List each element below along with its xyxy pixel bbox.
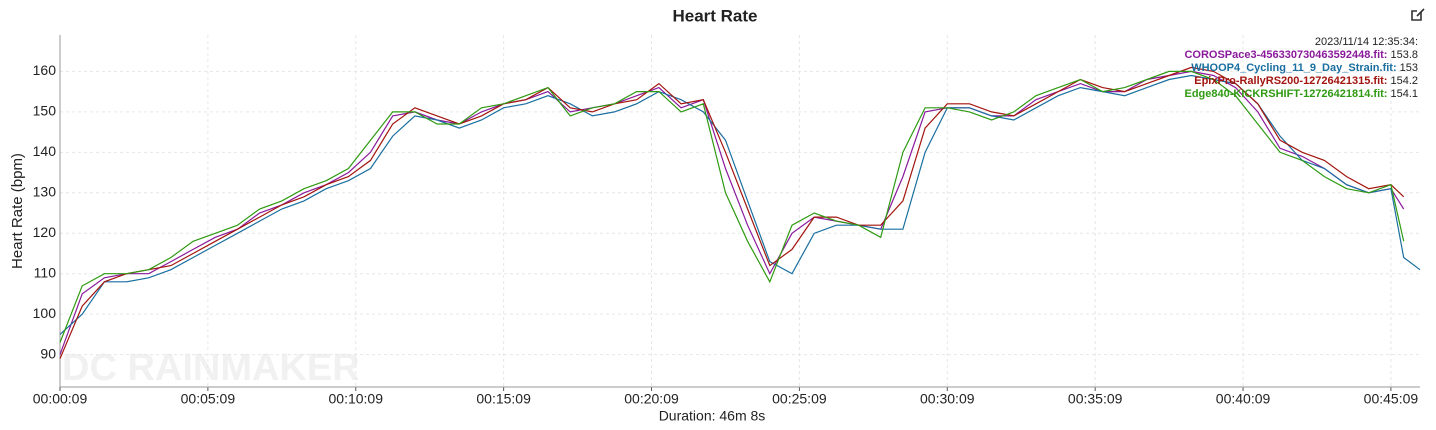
y-tick-label: 160 — [33, 62, 57, 78]
x-tick-label: 00:05:09 — [181, 391, 236, 407]
x-tick-label: 00:30:09 — [920, 391, 975, 407]
tooltip-entry: WHOOP4_Cycling_11_9_Day_Strain.fit: 153 — [1191, 62, 1418, 74]
legend-name: Edge840-KICKRSHIFT-12726421814.fit: — [1185, 88, 1388, 100]
chart-title: Heart Rate — [672, 6, 757, 25]
x-tick-label: 00:35:09 — [1068, 391, 1123, 407]
x-tick-label: 00:40:09 — [1216, 391, 1271, 407]
legend-name: EpixPro-RallyRS200-12726421315.fit: — [1194, 75, 1387, 87]
edit-icon-pen — [1416, 8, 1425, 17]
tooltip-value: 154.1 — [1390, 88, 1418, 100]
series-line — [59, 70, 1405, 355]
x-tick-label: 00:45:09 — [1364, 391, 1419, 407]
edit-icon[interactable] — [1411, 8, 1425, 21]
series-line — [59, 74, 1421, 335]
x-axis-label: Duration: 46m 8s — [659, 408, 766, 424]
x-tick-label: 00:20:09 — [624, 391, 679, 407]
y-axis-label: Heart Rate (bpm) — [9, 153, 26, 269]
y-tick-label: 100 — [33, 305, 57, 321]
tooltip-value: 153 — [1400, 62, 1418, 74]
tooltip-entry: COROSPace3-456330730463592448.fit: 153.8 — [1184, 49, 1418, 61]
series-line — [59, 70, 1405, 343]
y-tick-label: 140 — [33, 143, 57, 159]
tooltip-entry: Edge840-KICKRSHIFT-12726421814.fit: 154.1 — [1185, 88, 1419, 100]
x-tick-label: 00:10:09 — [329, 391, 384, 407]
tooltip-entry: EpixPro-RallyRS200-12726421315.fit: 154.2 — [1194, 75, 1418, 87]
x-tick-label: 00:15:09 — [476, 391, 531, 407]
legend-name: WHOOP4_Cycling_11_9_Day_Strain.fit: — [1191, 62, 1396, 74]
y-tick-label: 120 — [33, 224, 57, 240]
y-tick-label: 110 — [34, 264, 57, 280]
y-tick-label: 90 — [40, 345, 56, 361]
y-tick-label: 150 — [33, 103, 57, 119]
edit-icon-box — [1411, 10, 1422, 21]
tooltip-time: 2023/11/14 12:35:34: — [1315, 36, 1418, 48]
x-tick-label: 00:25:09 — [772, 391, 827, 407]
y-tick-label: 130 — [33, 183, 57, 199]
tooltip-value: 153.8 — [1390, 49, 1418, 61]
watermark: DC RAINMAKER — [62, 347, 360, 389]
series-line — [59, 66, 1405, 359]
tooltip-value: 154.2 — [1390, 75, 1418, 87]
legend-name: COROSPace3-456330730463592448.fit: — [1184, 49, 1387, 61]
x-tick-label: 00:00:09 — [33, 391, 88, 407]
